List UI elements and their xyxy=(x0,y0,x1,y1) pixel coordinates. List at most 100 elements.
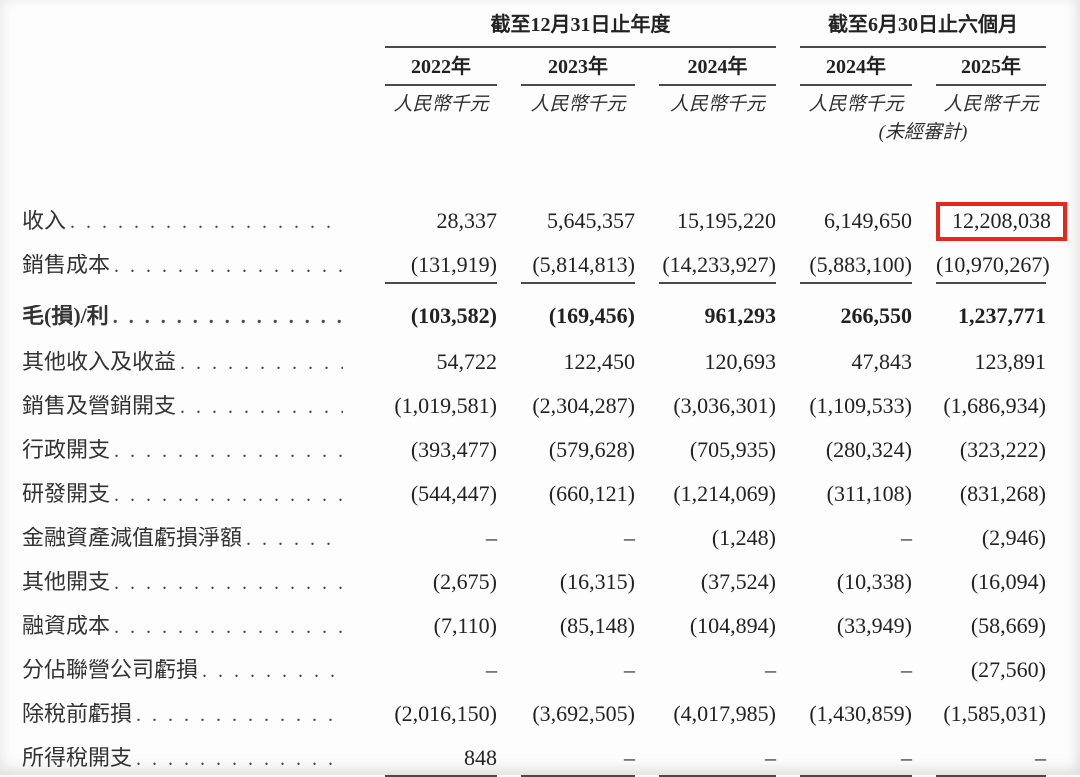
row-label: 分佔聯營公司虧損 xyxy=(22,659,361,682)
cell-value: 5,645,357 xyxy=(547,208,635,233)
cell-value: (33,949) xyxy=(836,613,912,638)
table-row: 金融資產減值虧損淨額 – – (1,248) – (2,946) xyxy=(22,517,1070,561)
leader-dots xyxy=(114,571,343,594)
row-label: 毛(損)/利 xyxy=(22,305,361,328)
cell-value: 122,450 xyxy=(563,349,636,374)
cell-value: – xyxy=(936,747,1046,777)
cell-value: (5,883,100) xyxy=(800,254,912,284)
table-body: 收入 28,337 5,645,357 15,195,220 6,149,650 12,2… xyxy=(22,200,1070,777)
cell-value: – xyxy=(486,525,497,550)
unit-row: 人民幣千元 人民幣千元 人民幣千元 人民幣千元 人民幣千元 xyxy=(22,86,1070,116)
cell-value: 123,891 xyxy=(974,349,1047,374)
row-label: 銷售成本 xyxy=(22,254,361,277)
cell-value: (1,248) xyxy=(711,525,776,550)
period-group-interim: 截至6月30日止六個月 xyxy=(800,6,1046,48)
table-row: 行政開支 (393,477) (579,628) (705,935) (280,324)… xyxy=(22,429,1070,473)
leader-dots xyxy=(246,527,343,550)
cell-value: (2,946) xyxy=(981,525,1046,550)
cell-value: (660,121) xyxy=(548,481,635,506)
cell-value: (393,477) xyxy=(410,437,497,462)
cell-value: (7,110) xyxy=(433,613,497,638)
year-header-row: 2022年 2023年 2024年 2024年 2025年 xyxy=(22,48,1070,86)
cell-value: (2,304,287) xyxy=(532,393,635,418)
period-group-annual: 截至12月31日止年度 xyxy=(385,6,776,48)
cell-value: (16,315) xyxy=(559,569,635,594)
row-label-text: 收入 xyxy=(22,210,67,233)
table-row: 研發開支 (544,447) (660,121) (1,214,069) (311,10… xyxy=(22,473,1070,517)
row-label-text: 其他收入及收益 xyxy=(22,351,177,374)
table-row: 銷售及營銷開支 (1,019,581) (2,304,287) (3,036,301)… xyxy=(22,385,1070,429)
table-row: 其他開支 (2,675) (16,315) (37,524) (10,338) (16,0… xyxy=(22,561,1070,605)
unit-label: 人民幣千元 xyxy=(393,94,489,115)
cell-value: (2,675) xyxy=(432,569,497,594)
leader-dots xyxy=(113,305,343,328)
row-label-text: 金融資產減值虧損淨額 xyxy=(22,527,243,550)
cell-value: (104,894) xyxy=(689,613,776,638)
row-label: 所得稅開支 xyxy=(22,747,361,770)
cell-value: – xyxy=(521,747,635,777)
cell-value: (311,108) xyxy=(826,481,912,506)
cell-value: (579,628) xyxy=(548,437,635,462)
row-label-text: 融資成本 xyxy=(22,615,111,638)
cell-value: – xyxy=(901,525,912,550)
cell-value: (323,222) xyxy=(959,437,1046,462)
cell-value: (14,233,927) xyxy=(659,254,776,284)
table-row: 分佔聯營公司虧損 – – – – (27,560) xyxy=(22,649,1070,693)
cell-value: (1,214,069) xyxy=(673,481,776,506)
row-label-text: 行政開支 xyxy=(22,439,111,462)
year-header-2024-interim: 2024年 xyxy=(800,48,912,86)
period-group-row: 截至12月31日止年度 截至6月30日止六個月 xyxy=(22,6,1070,48)
cell-value: (10,338) xyxy=(836,569,912,594)
cell-value: 120,693 xyxy=(704,349,777,374)
cell-value: – xyxy=(659,747,776,777)
year-header-2022: 2022年 xyxy=(385,48,497,86)
cell-value: (169,456) xyxy=(548,303,635,328)
cell-value: (280,324) xyxy=(825,437,912,462)
row-label-text: 銷售成本 xyxy=(22,254,111,277)
cell-value: (831,268) xyxy=(959,481,1046,506)
cell-value: (103,582) xyxy=(410,303,497,328)
cell-value: (1,019,581) xyxy=(394,393,497,418)
highlight-box: 12,208,038 xyxy=(936,202,1067,241)
row-label-text: 所得稅開支 xyxy=(22,747,133,770)
row-label-text: 研發開支 xyxy=(22,483,111,506)
row-label: 除稅前虧損 xyxy=(22,703,361,726)
cell-value: (2,016,150) xyxy=(394,701,497,726)
cell-value: 1,237,771 xyxy=(958,303,1046,328)
cell-value: (85,148) xyxy=(559,613,635,638)
unit-label: 人民幣千元 xyxy=(669,94,765,115)
leader-dots xyxy=(114,483,343,506)
cell-value: 47,843 xyxy=(851,349,913,374)
cell-value: – xyxy=(800,747,912,777)
cell-value: 28,337 xyxy=(436,208,498,233)
cell-value: – xyxy=(901,657,912,682)
cell-value: (3,692,505) xyxy=(532,701,635,726)
table-row: 毛(損)/利 (103,582) (169,456) 961,293 266,550 1,… xyxy=(22,291,1070,341)
leader-dots xyxy=(114,439,343,462)
row-label: 融資成本 xyxy=(22,615,361,638)
table-row: 其他收入及收益 54,722 122,450 120,693 47,843 123,891 xyxy=(22,341,1070,385)
cell-value: 54,722 xyxy=(436,349,498,374)
cell-value: – xyxy=(624,525,635,550)
cell-value: (1,686,934) xyxy=(943,393,1046,418)
row-label: 收入 xyxy=(22,210,361,233)
leader-dots xyxy=(136,703,343,726)
unit-label: 人民幣千元 xyxy=(943,94,1039,115)
row-label-text: 其他開支 xyxy=(22,571,111,594)
leader-dots xyxy=(180,351,343,374)
cell-value: (3,036,301) xyxy=(673,393,776,418)
cell-value: (10,970,267) xyxy=(936,254,1050,284)
row-label: 其他收入及收益 xyxy=(22,351,361,374)
row-label-text: 除稅前虧損 xyxy=(22,703,133,726)
cell-value: – xyxy=(765,657,776,682)
table-row: 所得稅開支848–––– xyxy=(22,737,1070,777)
cell-value: 961,293 xyxy=(704,303,777,328)
leader-dots xyxy=(114,615,343,638)
row-label: 研發開支 xyxy=(22,483,361,506)
row-label: 其他開支 xyxy=(22,571,361,594)
table-row: 除稅前虧損 (2,016,150) (3,692,505) (4,017,985) (1… xyxy=(22,693,1070,737)
cell-value: (5,814,813) xyxy=(521,254,635,284)
leader-dots xyxy=(136,747,343,770)
row-label: 行政開支 xyxy=(22,439,361,462)
